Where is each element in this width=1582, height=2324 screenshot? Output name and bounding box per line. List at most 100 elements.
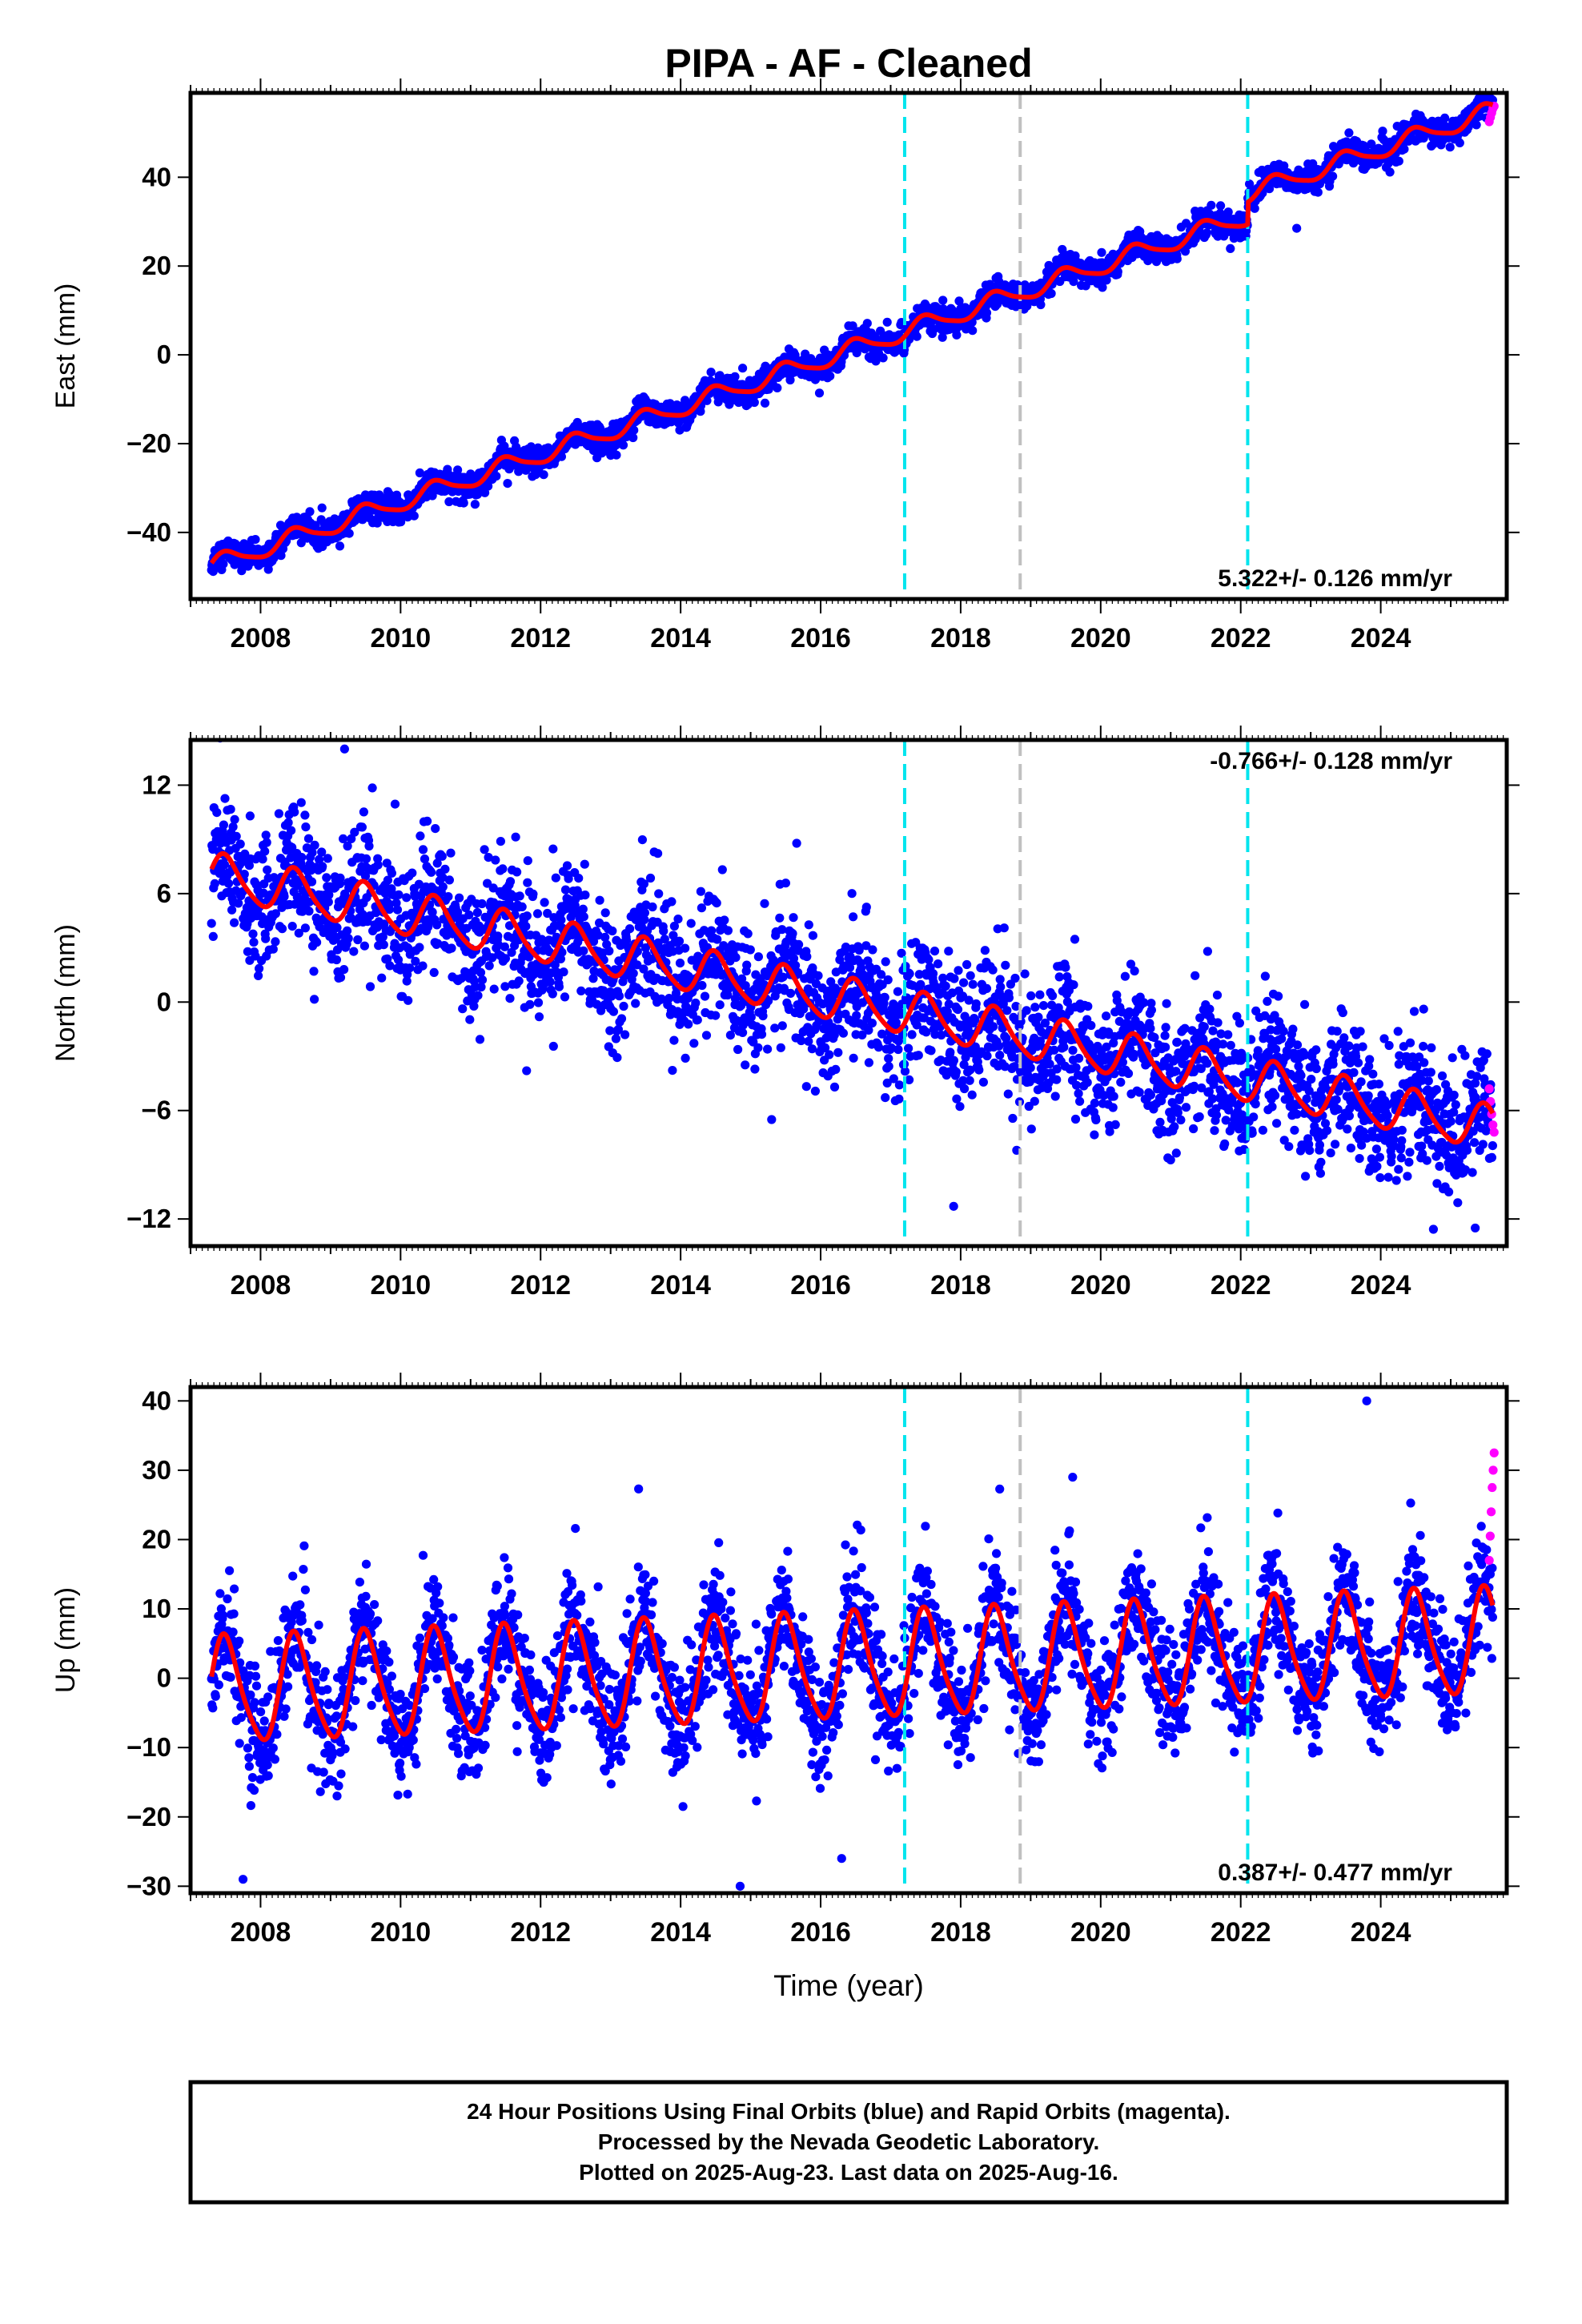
- data-point: [1445, 143, 1455, 152]
- data-point: [1022, 1006, 1031, 1015]
- data-point: [279, 891, 289, 902]
- data-point: [416, 831, 425, 841]
- data-point: [1202, 228, 1211, 238]
- data-point: [825, 1050, 834, 1059]
- data-point: [631, 999, 640, 1008]
- data-point: [1455, 138, 1464, 147]
- data-point: [271, 937, 280, 947]
- data-point: [637, 835, 648, 845]
- data-point: [980, 946, 990, 955]
- data-point: [697, 903, 707, 913]
- data-point: [317, 503, 327, 513]
- data-point: [477, 975, 488, 985]
- data-point: [258, 854, 267, 864]
- data-point: [785, 988, 796, 998]
- data-point: [749, 397, 759, 408]
- data-point: [523, 878, 532, 887]
- data-point: [971, 999, 981, 1009]
- data-point: [1078, 1023, 1088, 1032]
- data-point: [912, 332, 921, 341]
- data-point: [746, 1012, 756, 1022]
- data-point: [562, 861, 572, 870]
- data-point: [322, 873, 331, 883]
- data-point: [343, 926, 352, 935]
- data-point: [849, 912, 858, 922]
- data-point: [629, 425, 639, 435]
- data-point: [411, 956, 420, 966]
- data-point: [668, 1066, 677, 1076]
- data-point: [331, 955, 341, 965]
- data-point: [600, 908, 610, 918]
- data-point: [491, 855, 500, 865]
- data-point: [343, 934, 353, 943]
- data-point: [696, 887, 706, 896]
- data-point: [1071, 1063, 1081, 1072]
- data-point: [608, 1007, 619, 1016]
- data-point: [1045, 1059, 1054, 1069]
- data-point: [967, 1090, 977, 1100]
- data-point: [873, 1043, 884, 1052]
- data-point: [580, 891, 590, 900]
- data-point: [814, 388, 825, 398]
- data-point: [640, 908, 650, 918]
- data-point: [444, 875, 455, 885]
- data-point: [353, 935, 363, 945]
- data-point: [1034, 1012, 1043, 1022]
- data-point: [944, 947, 954, 956]
- data-point: [1074, 1053, 1084, 1063]
- data-point: [645, 873, 656, 883]
- east-x-tick-label: 2024: [1351, 623, 1411, 653]
- data-point: [717, 865, 727, 875]
- data-point: [960, 1084, 970, 1094]
- data-point: [492, 472, 501, 481]
- data-point: [408, 868, 417, 878]
- data-point: [792, 838, 801, 848]
- data-point: [713, 397, 723, 407]
- east-y-tick-label: −40: [126, 517, 171, 547]
- data-point: [1074, 1088, 1083, 1099]
- data-point: [226, 805, 235, 814]
- data-point: [428, 491, 437, 501]
- data-point: [595, 895, 604, 905]
- data-point: [1059, 1043, 1069, 1052]
- data-point: [949, 1055, 958, 1065]
- data-point: [955, 1102, 965, 1112]
- data-point: [545, 977, 555, 987]
- data-point: [686, 919, 696, 928]
- data-point: [207, 919, 216, 928]
- data-point: [1075, 1096, 1085, 1106]
- data-point: [335, 541, 345, 551]
- data-point: [1082, 1078, 1092, 1088]
- data-point: [580, 859, 589, 869]
- data-point: [245, 811, 255, 821]
- data-point: [711, 1011, 721, 1020]
- data-point: [496, 837, 506, 846]
- data-point: [988, 965, 998, 975]
- north-y-axis-label: North (mm): [50, 924, 81, 1062]
- data-point: [905, 969, 914, 979]
- data-point: [260, 846, 270, 856]
- data-point: [477, 899, 487, 909]
- data-point: [934, 959, 943, 969]
- data-point: [673, 915, 683, 924]
- data-point: [578, 904, 588, 914]
- data-point: [720, 915, 729, 925]
- data-point: [852, 1011, 861, 1020]
- data-point: [674, 936, 685, 946]
- data-point: [1030, 1003, 1040, 1012]
- data-point: [409, 511, 419, 521]
- data-point: [1070, 935, 1080, 944]
- data-point: [357, 822, 367, 832]
- data-point: [455, 893, 464, 903]
- data-point: [741, 1060, 750, 1070]
- data-point: [881, 1093, 890, 1103]
- data-point: [831, 1064, 841, 1074]
- data-point: [465, 1015, 475, 1024]
- data-point: [1026, 1124, 1036, 1134]
- data-point: [838, 1028, 848, 1038]
- data-point: [893, 987, 902, 996]
- data-point: [1083, 1002, 1093, 1011]
- data-point: [1223, 207, 1233, 217]
- data-point: [883, 975, 893, 985]
